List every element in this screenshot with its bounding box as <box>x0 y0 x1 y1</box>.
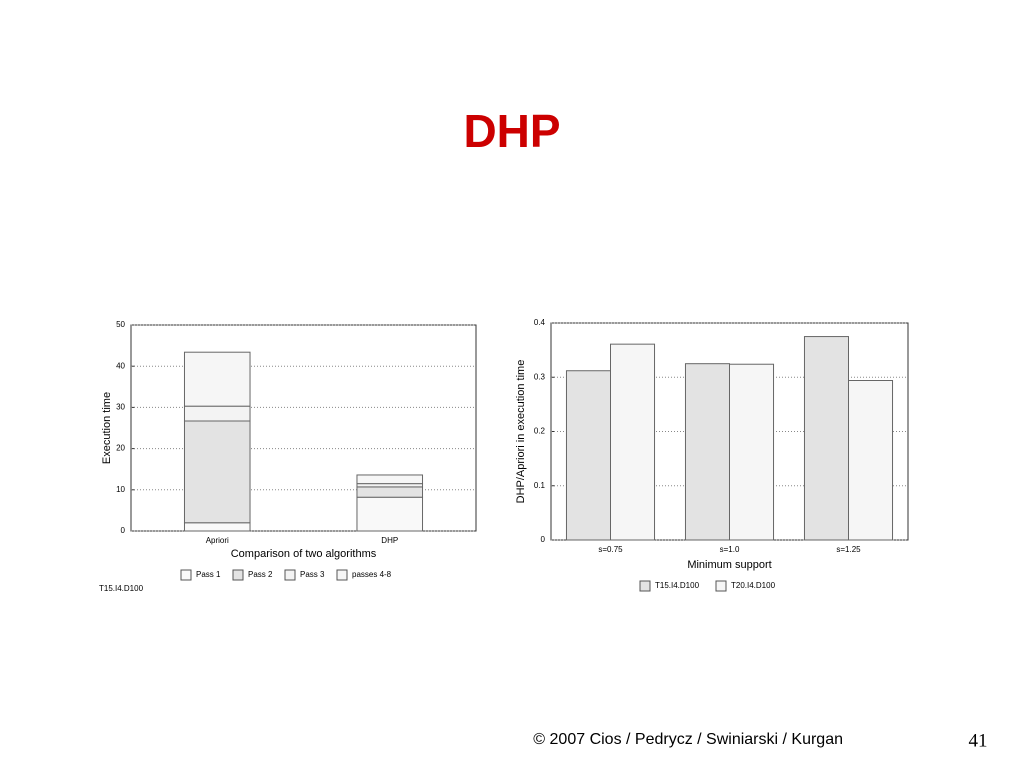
legend-swatch <box>232 569 244 581</box>
y-axis-label: Execution time <box>101 392 113 464</box>
y-tick-label: 0 <box>121 526 126 535</box>
x-tick-label: s=0.75 <box>598 545 623 554</box>
legend-swatch <box>284 569 296 581</box>
y-tick-label: 0.2 <box>534 427 546 436</box>
legend-label: Pass 1 <box>196 570 221 579</box>
legend-swatch <box>639 580 651 592</box>
chart-note: T15.I4.D100 <box>99 584 144 593</box>
bar-segment <box>356 486 424 498</box>
bar-segment <box>356 496 424 532</box>
y-tick-label: 0.3 <box>534 372 546 381</box>
y-axis-label: DHP/Apriori in execution time <box>515 360 527 504</box>
slide-title: DHP <box>463 105 560 157</box>
y-tick-label: 30 <box>116 403 125 412</box>
y-tick-label: 10 <box>116 485 125 494</box>
bar <box>565 370 611 541</box>
bar-segment <box>183 420 251 524</box>
x-tick-label: Apriori <box>206 536 229 545</box>
bar <box>848 380 894 541</box>
bar <box>684 363 730 541</box>
legend-label: Pass 2 <box>248 570 273 579</box>
x-tick-label: DHP <box>381 536 398 545</box>
y-tick-label: 0 <box>541 535 546 544</box>
bar-segment <box>183 351 251 407</box>
legend-label: passes 4-8 <box>352 570 392 579</box>
bar <box>610 343 656 541</box>
bar <box>803 336 849 541</box>
x-tick-label: s=1.25 <box>836 545 861 554</box>
legend-label: T20.I4.D100 <box>731 581 776 590</box>
x-tick-label: s=1.0 <box>720 545 740 554</box>
plot-frame <box>130 324 477 532</box>
y-tick-label: 40 <box>116 361 125 370</box>
bar-segment <box>183 522 251 532</box>
bar-segment <box>183 405 251 422</box>
y-tick-label: 50 <box>116 320 125 329</box>
legend-swatch <box>180 569 192 581</box>
bar <box>729 363 775 541</box>
y-tick-label: 0.1 <box>534 481 546 490</box>
y-tick-label: 0.4 <box>534 318 546 327</box>
bar-segment <box>356 474 424 485</box>
x-axis-label: Minimum support <box>687 559 771 571</box>
page-number: 41 <box>969 730 988 751</box>
legend-label: Pass 3 <box>300 570 325 579</box>
y-tick-label: 20 <box>116 444 125 453</box>
legend-label: T15.I4.D100 <box>655 581 700 590</box>
x-axis-label: Comparison of two algorithms <box>231 548 377 560</box>
legend-swatch <box>715 580 727 592</box>
footer: © 2007 Cios / Pedrycz / Swiniarski / Kur… <box>533 731 843 748</box>
legend-swatch <box>336 569 348 581</box>
